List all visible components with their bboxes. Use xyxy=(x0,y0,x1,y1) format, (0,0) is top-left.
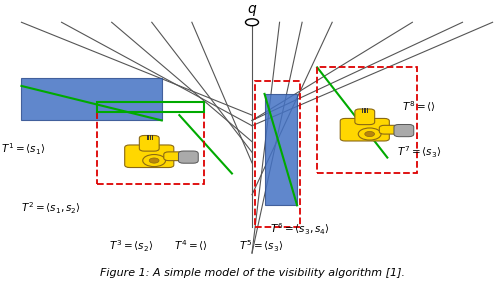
Text: $T^3=\langle s_2\rangle$: $T^3=\langle s_2\rangle$ xyxy=(109,239,153,254)
Circle shape xyxy=(365,132,374,137)
Text: $T^8=\langle\rangle$: $T^8=\langle\rangle$ xyxy=(402,99,436,114)
FancyBboxPatch shape xyxy=(355,109,374,124)
Text: $T^5=\langle s_3\rangle$: $T^5=\langle s_3\rangle$ xyxy=(239,239,284,254)
Text: $T^4=\langle\rangle$: $T^4=\langle\rangle$ xyxy=(174,239,208,253)
FancyBboxPatch shape xyxy=(265,94,297,205)
Bar xyxy=(97,102,205,112)
FancyBboxPatch shape xyxy=(394,124,414,137)
FancyBboxPatch shape xyxy=(124,145,174,167)
Text: q: q xyxy=(247,2,257,16)
FancyBboxPatch shape xyxy=(178,151,198,163)
Text: $T^1=\langle s_1\rangle$: $T^1=\langle s_1\rangle$ xyxy=(2,142,46,157)
Circle shape xyxy=(143,155,165,167)
Text: Figure 1: A simple model of the visibility algorithm [1].: Figure 1: A simple model of the visibili… xyxy=(99,268,405,278)
Circle shape xyxy=(245,19,259,26)
Bar xyxy=(255,81,299,226)
FancyBboxPatch shape xyxy=(380,125,406,134)
Bar xyxy=(97,102,205,184)
FancyBboxPatch shape xyxy=(139,135,159,151)
Text: $T^6=\langle s_3, s_4\rangle$: $T^6=\langle s_3, s_4\rangle$ xyxy=(270,221,330,237)
Text: $T^7=\langle s_3\rangle$: $T^7=\langle s_3\rangle$ xyxy=(397,144,442,160)
Bar xyxy=(317,67,417,173)
FancyBboxPatch shape xyxy=(22,78,162,121)
FancyBboxPatch shape xyxy=(164,152,190,161)
Text: $T^2=\langle s_1, s_2\rangle$: $T^2=\langle s_1, s_2\rangle$ xyxy=(22,200,81,216)
Circle shape xyxy=(149,158,159,163)
FancyBboxPatch shape xyxy=(340,118,389,141)
Circle shape xyxy=(358,128,381,140)
